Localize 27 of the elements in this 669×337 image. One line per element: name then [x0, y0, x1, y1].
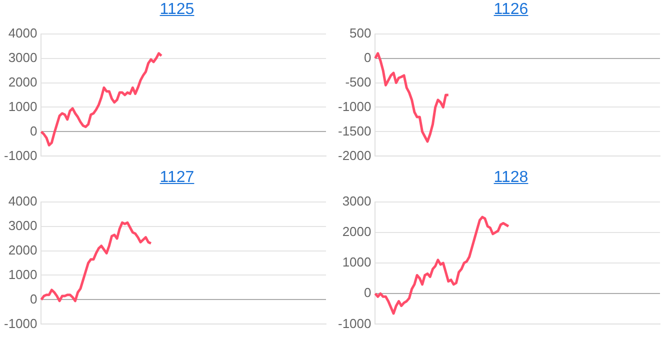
y-tick-label: 0: [364, 50, 372, 65]
y-tick-label: -2000: [338, 148, 372, 163]
chart-title: 1126: [492, 0, 530, 20]
y-tick-label: 4000: [8, 25, 38, 40]
y-tick-label: -1000: [338, 98, 372, 114]
y-tick-label: -1000: [338, 316, 372, 331]
y-tick-label: -1000: [4, 148, 38, 163]
y-tick-label: 1000: [8, 98, 38, 114]
y-tick-label: 3000: [8, 50, 38, 65]
y-tick-label: 2000: [8, 242, 38, 258]
y-tick-label: 1000: [342, 254, 372, 270]
y-tick-label: 500: [350, 25, 372, 40]
y-tick-label: 3000: [342, 193, 372, 208]
y-tick-label: 0: [364, 285, 372, 300]
y-tick-label: 0: [30, 291, 38, 306]
y-tick-label: 2000: [8, 74, 38, 90]
y-tick-label: 0: [30, 123, 38, 138]
y-tick-label: -1500: [338, 123, 372, 138]
y-tick-label: 2000: [342, 224, 372, 239]
chart-title: 1128: [492, 168, 530, 188]
chart-title: 1125: [158, 0, 196, 20]
y-tick-label: -500: [345, 74, 372, 90]
y-tick-label: -1000: [4, 316, 38, 331]
y-tick-label: 4000: [8, 193, 38, 208]
y-tick-label: 1000: [8, 266, 38, 282]
chart-title: 1127: [158, 168, 196, 188]
y-tick-label: 3000: [8, 218, 38, 233]
